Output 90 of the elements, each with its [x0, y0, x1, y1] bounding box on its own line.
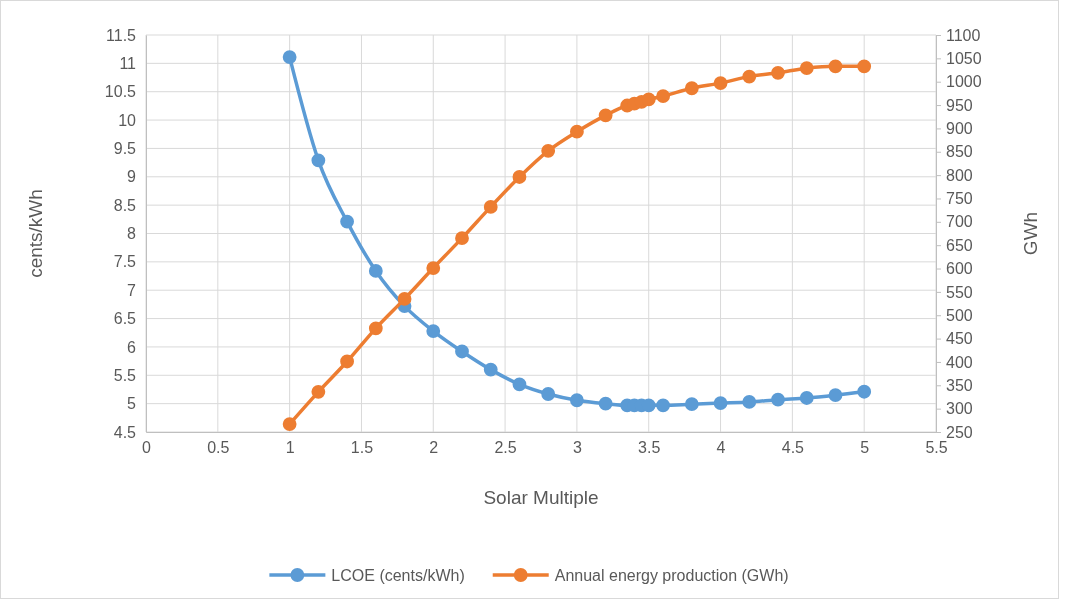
point: [282, 50, 297, 65]
x-tick-label: 1: [285, 439, 295, 457]
point: [799, 61, 814, 76]
y2-tick-label: 300: [946, 400, 973, 418]
y2-tick-label: 750: [946, 190, 973, 208]
point: [282, 417, 297, 431]
x-tick-label: 0.5: [207, 439, 230, 457]
y-tick-label: 8: [127, 225, 137, 243]
point: [684, 81, 699, 96]
point: [512, 170, 527, 184]
point: [483, 199, 498, 214]
point: [426, 324, 441, 338]
y-tick-label: 7: [127, 281, 137, 299]
point: [368, 264, 383, 278]
point: [455, 231, 469, 246]
x-tick-label: 4: [716, 439, 726, 457]
point: [570, 124, 584, 139]
y-tick-label: 7.5: [113, 253, 137, 271]
y-tick-label: 6: [127, 338, 137, 356]
y-tick-label: 5: [127, 395, 137, 413]
y2-tick-label: 400: [946, 353, 973, 371]
point: [455, 344, 469, 359]
point: [598, 396, 613, 411]
y2-tick-label: 1100: [946, 26, 981, 44]
legend-label: LCOE (cents/kWh): [331, 566, 465, 584]
point: [742, 69, 757, 84]
x-tick-label: 5: [860, 439, 870, 457]
point: [340, 214, 354, 229]
point: [541, 143, 556, 158]
point: [656, 89, 670, 104]
y-tick-label: 9.5: [113, 140, 137, 158]
point: [742, 395, 757, 409]
y2-tick-label: 550: [946, 283, 973, 301]
y-tick-label: 8.5: [113, 196, 137, 214]
point: [799, 391, 814, 405]
x-tick-label: 5.5: [925, 439, 948, 457]
y2-tick-label: 900: [946, 120, 973, 138]
point: [512, 377, 527, 392]
point: [368, 321, 383, 336]
x-tick-label: 3: [572, 439, 582, 457]
point: [771, 392, 785, 407]
y-tick-label: 6.5: [113, 310, 137, 328]
y2-tick-label: 1050: [946, 49, 982, 67]
y2-tick-label: 950: [946, 96, 973, 114]
point: [483, 362, 498, 377]
x-tick-label: 2: [429, 439, 439, 457]
point: [771, 65, 785, 80]
point: [311, 384, 326, 399]
point: [397, 291, 412, 306]
y2-axis-title: GWh: [1020, 211, 1041, 256]
x-tick-label: 3.5: [638, 439, 661, 457]
point: [340, 354, 354, 369]
point: [713, 76, 728, 90]
y2-tick-label: 500: [946, 306, 973, 324]
point: [857, 384, 872, 399]
point: [684, 397, 699, 412]
y-tick-label: 4.5: [113, 423, 137, 441]
point: [857, 59, 872, 74]
point: [541, 387, 556, 401]
y-tick-label: 10: [118, 111, 137, 129]
x-axis-title: Solar Multiple: [483, 487, 599, 508]
point: [570, 393, 584, 408]
x-tick-label: 2.5: [494, 439, 517, 457]
y-tick-label: 10.5: [104, 83, 137, 101]
y2-tick-label: 650: [946, 236, 973, 254]
y2-tick-label: 700: [946, 213, 973, 231]
y2-tick-label: 1000: [946, 73, 982, 91]
point: [311, 153, 326, 168]
y-tick-label: 9: [127, 168, 137, 186]
x-tick-label: 4.5: [781, 439, 805, 457]
x-tick-label: 0: [142, 439, 152, 457]
y-tick-label: 11: [119, 54, 137, 72]
point: [828, 59, 843, 74]
point: [828, 388, 843, 403]
y2-tick-label: 450: [946, 330, 973, 348]
y2-tick-label: 850: [946, 143, 973, 161]
legend-label: Annual energy production (GWh): [554, 566, 789, 584]
point: [641, 92, 656, 107]
point: [426, 261, 441, 275]
x-tick-label: 1.5: [350, 439, 374, 457]
y-axis-title: cents/kWh: [25, 189, 46, 278]
y2-tick-label: 350: [946, 376, 973, 394]
y2-tick-label: 250: [946, 423, 973, 441]
y2-tick-label: 800: [946, 166, 973, 184]
y-tick-label: 11.5: [106, 26, 137, 44]
y-tick-label: 5.5: [113, 366, 137, 384]
point: [598, 108, 613, 123]
point: [656, 398, 670, 413]
y2-tick-label: 600: [946, 260, 973, 278]
point: [713, 396, 728, 410]
